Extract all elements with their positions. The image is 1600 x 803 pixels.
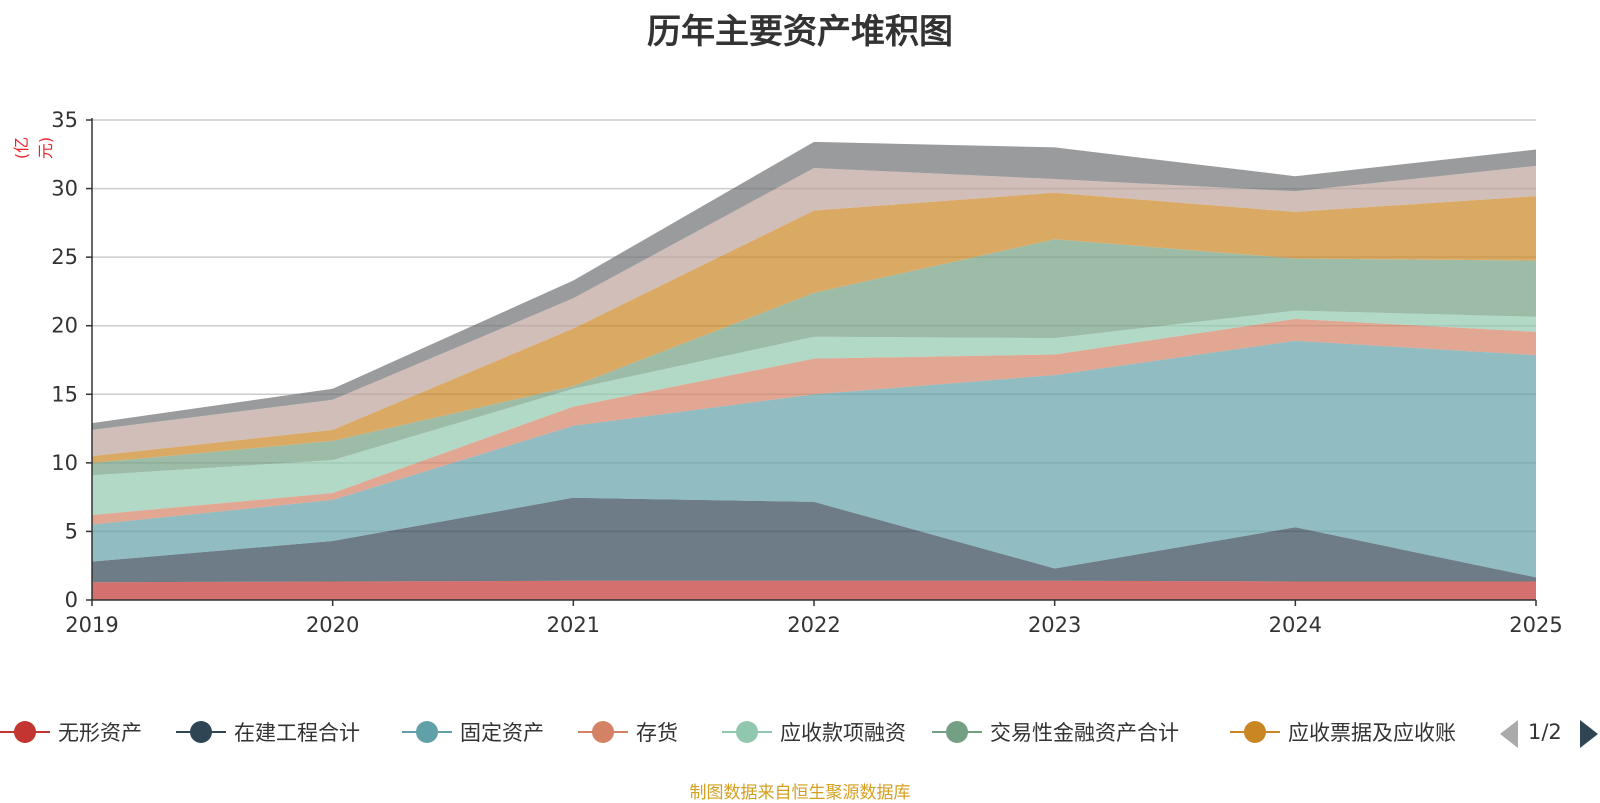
legend-marker-icon bbox=[402, 712, 452, 752]
x-tick-label: 2020 bbox=[306, 613, 359, 637]
legend-label: 无形资产 bbox=[58, 721, 142, 745]
x-tick-label: 2024 bbox=[1269, 613, 1322, 637]
area-series bbox=[92, 141, 1536, 600]
legend-item[interactable]: 无形资产 bbox=[0, 712, 142, 752]
legend-page-indicator: 1/2 bbox=[1528, 720, 1562, 744]
y-tick-label: 30 bbox=[51, 177, 78, 201]
legend-item[interactable]: 在建工程合计 bbox=[176, 712, 360, 752]
legend-marker-icon bbox=[932, 712, 982, 752]
legend-label: 应收款项融资 bbox=[780, 721, 906, 745]
legend-label: 交易性金融资产合计 bbox=[990, 721, 1179, 745]
x-tick-label: 2019 bbox=[65, 613, 118, 637]
y-tick-label: 15 bbox=[51, 382, 78, 406]
y-tick-label: 20 bbox=[51, 314, 78, 338]
x-tick-label: 2022 bbox=[787, 613, 840, 637]
legend-item[interactable]: 固定资产 bbox=[402, 712, 544, 752]
y-tick-label: 35 bbox=[51, 108, 78, 132]
area-交易性金融资产合计[interactable] bbox=[92, 239, 1536, 476]
y-tick-label: 10 bbox=[51, 451, 78, 475]
x-tick-label: 2025 bbox=[1509, 613, 1562, 637]
x-tick-label: 2023 bbox=[1028, 613, 1081, 637]
y-tick-label: 5 bbox=[65, 519, 78, 543]
legend-marker-icon bbox=[722, 712, 772, 752]
legend-item[interactable]: 应收款项融资 bbox=[722, 712, 906, 752]
area-应收款项融资[interactable] bbox=[92, 310, 1536, 515]
legend-marker-icon bbox=[1230, 712, 1280, 752]
y-tick-label: 0 bbox=[65, 588, 78, 612]
x-tick-label: 2021 bbox=[547, 613, 600, 637]
legend-item[interactable]: 交易性金融资产合计 bbox=[932, 712, 1179, 752]
legend: 无形资产 在建工程合计 固定资产 存货 应收款项融资 交易性金融资产合计 应收票据及应收账 bbox=[0, 712, 1600, 752]
legend-item[interactable]: 存货 bbox=[578, 712, 678, 752]
area-固定资产[interactable] bbox=[92, 340, 1536, 578]
legend-label: 固定资产 bbox=[460, 721, 544, 745]
legend-marker-icon bbox=[176, 712, 226, 752]
y-tick-label: 25 bbox=[51, 245, 78, 269]
area-应收票据及应收账[interactable] bbox=[92, 192, 1536, 463]
legend-label: 应收票据及应收账 bbox=[1288, 721, 1456, 745]
legend-label: 在建工程合计 bbox=[234, 721, 360, 745]
area-在建工程合计[interactable] bbox=[92, 497, 1536, 583]
legend-item[interactable]: 应收票据及应收账 bbox=[1230, 712, 1456, 752]
area-无形资产[interactable] bbox=[92, 580, 1536, 600]
chart-title: 历年主要资产堆积图 bbox=[647, 12, 953, 52]
area-其他1[interactable] bbox=[92, 165, 1536, 456]
area-存货[interactable] bbox=[92, 318, 1536, 525]
legend-next-page-arrow-icon[interactable] bbox=[1580, 720, 1598, 748]
legend-label: 存货 bbox=[636, 721, 678, 745]
legend-marker-icon bbox=[0, 712, 50, 752]
legend-marker-icon bbox=[578, 712, 628, 752]
legend-prev-page-arrow-icon[interactable] bbox=[1500, 720, 1518, 748]
area-其他2[interactable] bbox=[92, 141, 1536, 430]
source-note: 制图数据来自恒生聚源数据库 bbox=[689, 783, 911, 803]
